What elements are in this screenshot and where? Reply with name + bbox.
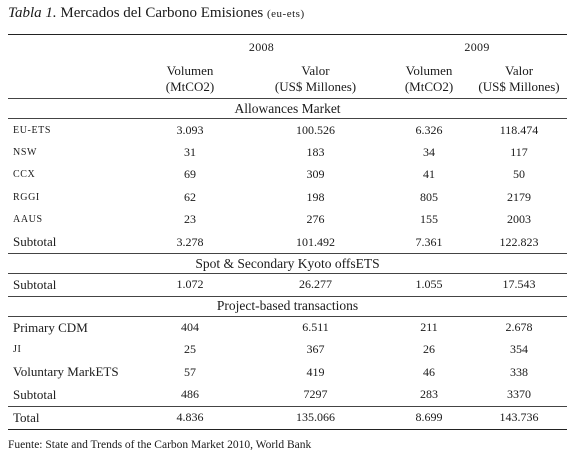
year-2008: 2008 <box>136 34 388 61</box>
table-cell: 3.093 <box>136 118 244 141</box>
table-cell: 46 <box>423 364 436 379</box>
table-cell: 117 <box>510 144 528 159</box>
table-cell: 57 <box>184 364 196 379</box>
table-cell: 26.277 <box>244 273 388 296</box>
table-cell: 6.511 <box>244 315 388 339</box>
row-label: RGGI <box>13 191 40 203</box>
table-cell: 2.678 <box>471 315 568 339</box>
table-cell: 183 <box>306 144 325 159</box>
table-cell: 354 <box>510 342 529 357</box>
table-cell: 338 <box>510 364 529 379</box>
table-row: Primary CDM 404 6.511 211 2.678 <box>8 315 568 339</box>
table-cell: 31 <box>184 144 196 159</box>
table-cell: 155 <box>420 212 439 227</box>
row-label: Primary CDM <box>8 315 136 339</box>
table-cell: 25 <box>184 342 196 357</box>
section-title: Project-based transactions <box>8 295 568 316</box>
table-cell: 486 <box>181 387 199 401</box>
total-row: Total 4.836 135.066 8.699 143.736 <box>8 405 568 430</box>
section-title-row: Project-based transactions <box>8 295 568 316</box>
table-cell: 34 <box>423 144 436 159</box>
table-cell: 198 <box>306 189 325 204</box>
table-cell: 6.326 <box>387 118 472 141</box>
row-label: EU-ETS <box>8 118 136 141</box>
table-cell: 3370 <box>507 387 532 401</box>
table-cell: 122.823 <box>499 234 539 249</box>
table-caption: Tabla 1. Mercados del Carbono Emisiones … <box>8 3 305 24</box>
table-cell: 211 <box>387 315 472 339</box>
table-cell: 100.526 <box>244 118 388 141</box>
table-cell: 1.072 <box>136 273 244 296</box>
table-row: RGGI 62 198 805 2179 <box>8 186 567 209</box>
row-label: Subtotal <box>8 273 136 296</box>
total-cell: 8.699 <box>387 405 472 430</box>
table-cell: 2179 <box>507 189 532 204</box>
source-note: Fuente: State and Trends of the Carbon M… <box>8 439 312 451</box>
row-label: JI <box>13 344 22 356</box>
section-title-row: Allowances Market <box>8 98 568 119</box>
table-cell: 419 <box>306 364 325 379</box>
table-cell: 1.055 <box>387 273 472 296</box>
table-row: Subtotal 486 7297 283 3370 <box>8 384 567 407</box>
table-cell: 404 <box>136 315 244 339</box>
row-label: AAUS <box>13 214 43 226</box>
total-cell: 135.066 <box>244 405 388 430</box>
table-cell: 26 <box>423 342 436 357</box>
table-cell: 17.543 <box>471 273 568 296</box>
table-cell: 283 <box>420 387 439 401</box>
table-row: Subtotal 3.278 101.492 7.361 122.823 <box>8 231 567 254</box>
section-title: Spot & Secondary Kyoto offsETS <box>8 253 568 274</box>
year-header-row: 2008 2009 <box>8 34 568 61</box>
table-row: JI 25 367 26 354 <box>8 339 567 362</box>
table-cell: 62 <box>184 189 196 204</box>
table-cell: 118.474 <box>471 118 568 141</box>
year-2009: 2009 <box>387 34 568 61</box>
section-title-row: Spot & Secondary Kyoto offsETS <box>8 253 568 274</box>
total-label: Total <box>8 405 136 430</box>
table-cell: 2003 <box>507 212 532 227</box>
table-cell: 50 <box>513 167 526 182</box>
table-cell: 7.361 <box>415 234 443 249</box>
row-label: Subtotal <box>13 386 57 402</box>
table-cell: 805 <box>420 189 439 204</box>
table-row: Subtotal 1.072 26.277 1.055 17.543 <box>8 273 568 296</box>
table-row: AAUS 23 276 155 2003 <box>8 209 567 232</box>
row-label: Voluntary MarkETS <box>13 364 119 380</box>
carbon-markets-table: 2008 2009 Volumen (MtCO2) Valor (US$ Mil… <box>8 34 568 430</box>
caption-prefix: Tabla 1. <box>8 5 57 21</box>
table-cell: 41 <box>423 167 436 182</box>
row-label: Subtotal <box>13 234 57 249</box>
column-header-row: Volumen (MtCO2) Valor (US$ Millones) Vol… <box>8 61 567 99</box>
table-cell: 3.278 <box>176 234 204 249</box>
table-cell: 23 <box>184 212 196 227</box>
row-label: CCX <box>13 169 36 181</box>
col-volume-2009: Volumen (MtCO2) <box>404 63 454 95</box>
col-value-2009: Valor (US$ Millones) <box>478 63 560 95</box>
table-row: Voluntary MarkETS 57 419 46 338 <box>8 361 567 384</box>
total-cell: 4.836 <box>136 405 244 430</box>
table-cell: 69 <box>184 167 196 182</box>
section-title: Allowances Market <box>8 98 568 119</box>
table-cell: 276 <box>306 212 325 227</box>
table-row: CCX 69 309 41 50 <box>8 164 567 187</box>
table-row: EU-ETS 3.093 100.526 6.326 118.474 <box>8 118 568 141</box>
total-cell: 143.736 <box>471 405 568 430</box>
row-label: NSW <box>13 146 38 158</box>
col-volume-2008: Volumen (MtCO2) <box>165 63 215 95</box>
col-value-2008: Valor (US$ Millones) <box>274 63 357 95</box>
table-cell: 309 <box>306 167 325 182</box>
table-row: NSW 31 183 34 117 <box>8 141 567 164</box>
table-cell: 101.492 <box>296 234 335 249</box>
table-cell: 7297 <box>303 387 328 401</box>
caption-main: Mercados del Carbono Emisiones <box>60 5 264 21</box>
table-cell: 367 <box>306 342 325 357</box>
caption-suffix: (eu-ets) <box>267 8 305 20</box>
